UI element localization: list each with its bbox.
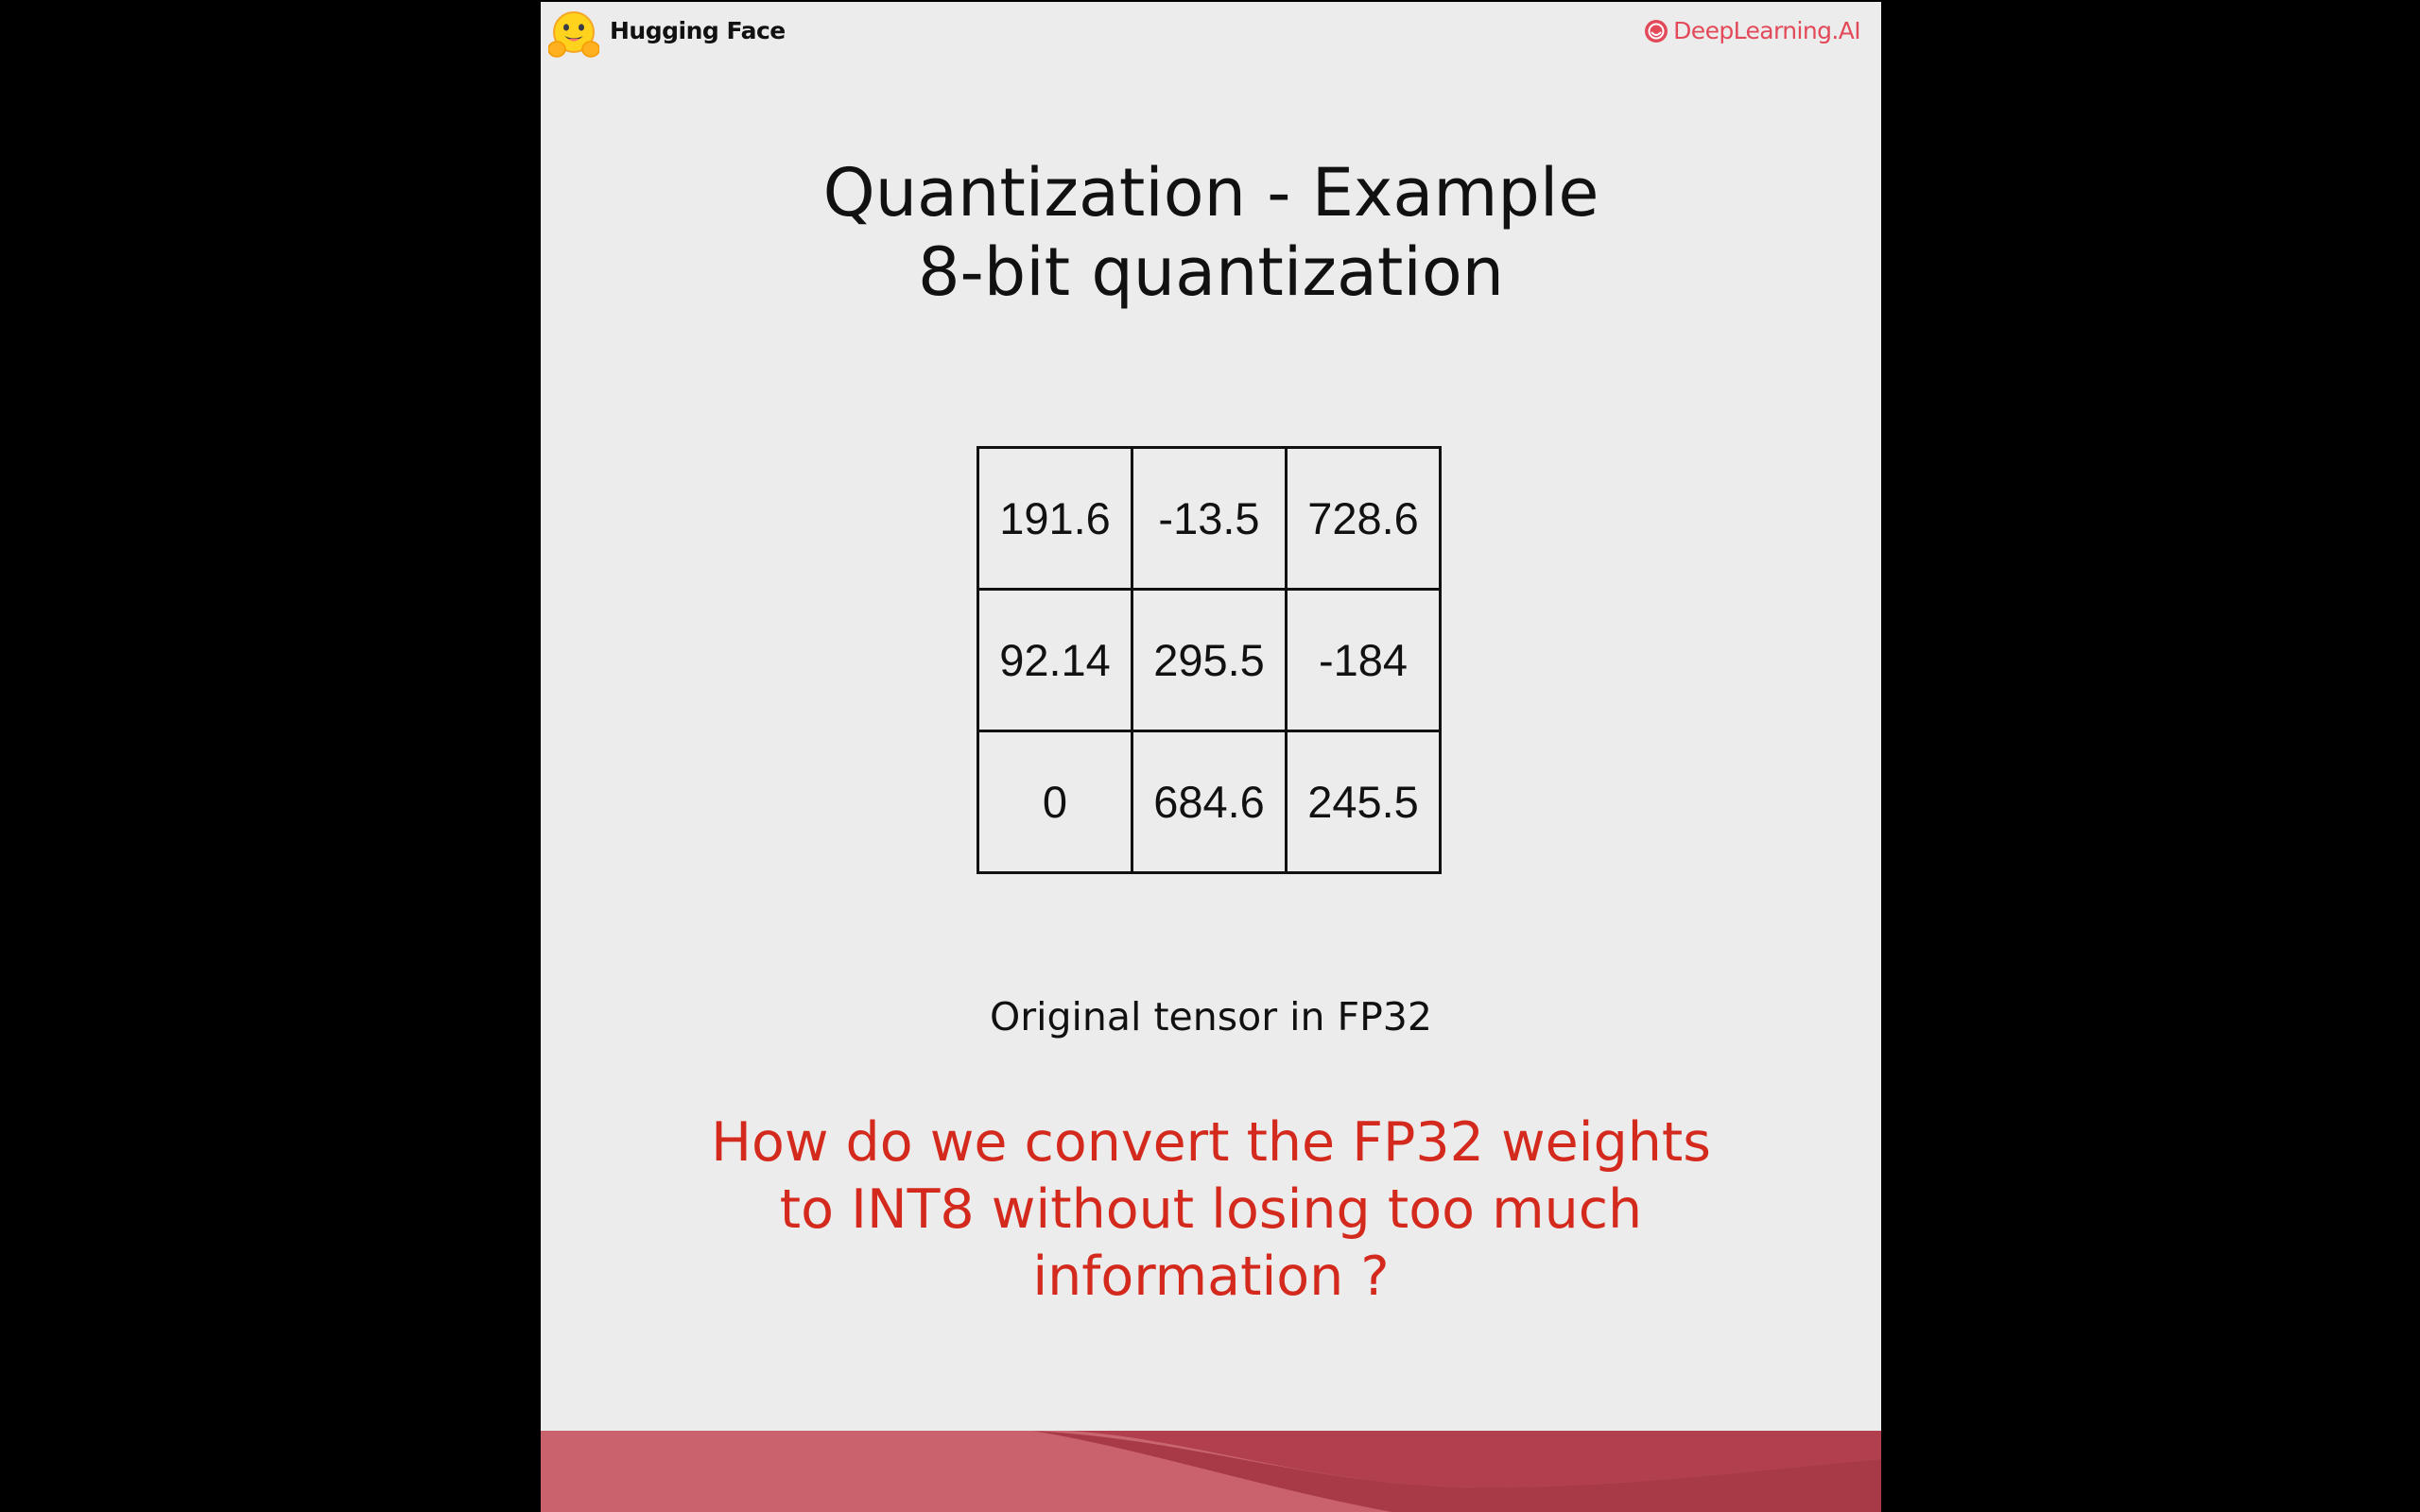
tensor-cell: 245.5: [1285, 730, 1442, 874]
fp32-tensor-grid: 191.6 -13.5 728.6 92.14 295.5 -184 0 684…: [977, 446, 1442, 874]
deeplearning-ai-brand-name: DeepLearning.AI: [1673, 17, 1860, 44]
tensor-row: 191.6 -13.5 728.6: [977, 446, 1442, 591]
question-line-1: How do we convert the FP32 weights: [711, 1111, 1711, 1174]
hugging-face-brand-name: Hugging Face: [610, 17, 786, 44]
slide-subtitle: 8-bit quantization: [917, 233, 1505, 311]
tensor-row: 92.14 295.5 -184: [977, 588, 1442, 732]
question-line-2: to INT8 without losing too much: [779, 1178, 1643, 1241]
slide: Hugging Face DeepLearning.AI Quantizatio…: [541, 2, 1881, 1512]
tensor-row: 0 684.6 245.5: [977, 730, 1442, 874]
tensor-cell: -184: [1285, 588, 1442, 732]
tensor-cell: 0: [977, 730, 1133, 874]
question-line-3: information ?: [1032, 1246, 1390, 1308]
hugging-face-emoji-icon: [548, 11, 599, 58]
tensor-cell: 92.14: [977, 588, 1133, 732]
tensor-cell: -13.5: [1131, 446, 1288, 591]
tensor-cell: 295.5: [1131, 588, 1288, 732]
deeplearning-ai-brand: DeepLearning.AI: [1643, 17, 1861, 44]
tensor-cell: 684.6: [1131, 730, 1288, 874]
tensor-cell: 191.6: [977, 446, 1133, 591]
slide-header: Hugging Face DeepLearning.AI: [541, 2, 1881, 64]
tensor-cell: 728.6: [1285, 446, 1442, 591]
footer-wave-decoration: [541, 1431, 1881, 1512]
deeplearning-ai-icon: [1645, 19, 1668, 43]
slide-title: Quantization - Example 8-bit quantizatio…: [541, 153, 1881, 312]
tensor-caption: Original tensor in FP32: [990, 994, 1432, 1040]
slide-title-line-1: Quantization - Example: [822, 154, 1599, 232]
question-text: How do we convert the FP32 weights to IN…: [541, 1109, 1881, 1311]
